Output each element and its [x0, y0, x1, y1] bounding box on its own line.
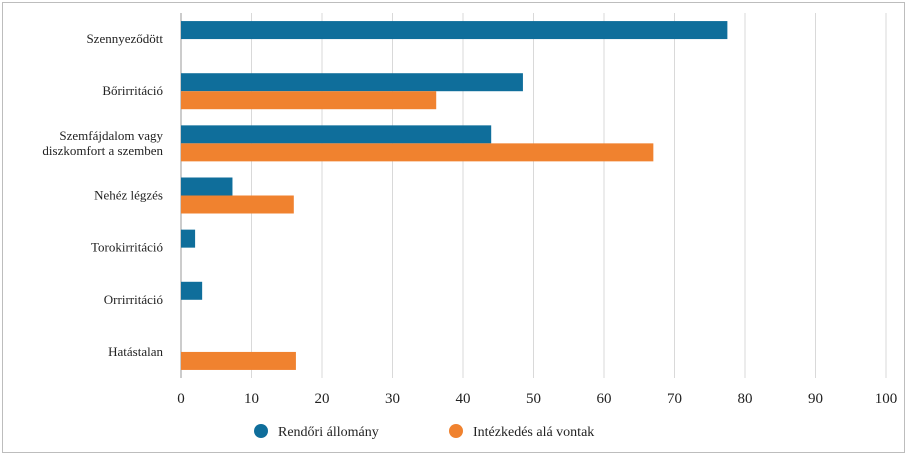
bar-rendori-allomany [181, 281, 203, 300]
x-tick-label: 20 [315, 391, 330, 407]
horizontal-bar-chart: Szennyeződött Bőrirritáció Szemfájdalom va… [42, 13, 897, 440]
x-tick-label: 50 [526, 391, 541, 407]
bar-rendori-allomany [181, 73, 523, 92]
x-axis-ticks: 0 10 20 30 40 50 60 70 80 90 100 [177, 391, 897, 407]
bar-intezkedes-ala-vontak [181, 351, 296, 370]
bars [181, 21, 728, 370]
bar-intezkedes-ala-vontak [181, 91, 437, 110]
x-tick-label: 40 [456, 391, 471, 407]
bar-rendori-allomany [181, 229, 196, 248]
legend-label: Intézkedés alá vontak [473, 425, 594, 440]
bar-rendori-allomany [181, 125, 492, 144]
category-label: Torokirritáció [91, 240, 163, 255]
x-tick-label: 10 [244, 391, 259, 407]
x-tick-label: 100 [875, 391, 898, 407]
category-label: Szemfájdalom vagy diszkomfort a szemben [42, 128, 163, 158]
x-tick-label: 0 [177, 391, 185, 407]
bar-rendori-allomany [181, 21, 728, 40]
category-label: Nehéz légzés [94, 188, 163, 203]
category-label: Szennyeződött [86, 31, 163, 46]
x-tick-label: 90 [808, 391, 823, 407]
bar-rendori-allomany [181, 177, 233, 196]
category-label: Bőrirritáció [102, 83, 163, 98]
legend: Rendőri állomány Intézkedés alá vontak [254, 424, 594, 440]
x-tick-label: 80 [738, 391, 753, 407]
legend-marker [254, 424, 268, 438]
category-labels: Szennyeződött Bőrirritáció Szemfájdalom va… [42, 31, 163, 359]
bar-intezkedes-ala-vontak [181, 195, 294, 214]
bar-intezkedes-ala-vontak [181, 143, 654, 162]
x-tick-label: 30 [385, 391, 400, 407]
category-label: Hatástalan [108, 344, 163, 359]
x-tick-label: 60 [597, 391, 612, 407]
legend-marker [449, 424, 463, 438]
legend-label: Rendőri állomány [278, 425, 379, 440]
x-tick-label: 70 [667, 391, 682, 407]
category-label: Orrirritáció [104, 292, 163, 307]
